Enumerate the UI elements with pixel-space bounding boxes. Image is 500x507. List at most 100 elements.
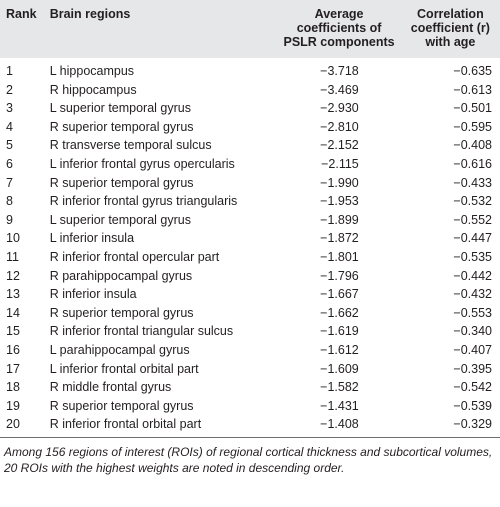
table-row: 6 L inferior frontal gyrus opercularis −2.… — [0, 155, 500, 174]
table-cell: L hippocampus — [49, 64, 135, 78]
table-row: 17 L inferior frontal orbital part −1.609 −… — [0, 360, 500, 379]
table-row: 14 R superior temporal gyrus −1.662 −0.553 — [0, 304, 500, 323]
table-cell: R parahippocampal gyrus — [49, 268, 193, 283]
table-cell: −0.542 — [453, 380, 492, 395]
table-header: Rank Brain regions Average coefficients … — [0, 0, 500, 58]
table-cell: −0.552 — [453, 212, 492, 227]
table-cell: R superior temporal gyrus — [49, 119, 194, 134]
table-row: 8 R inferior frontal gyrus triangularis −1… — [0, 192, 500, 211]
table-cell: R superior temporal gyrus — [49, 398, 194, 413]
table-cell: −0.395 — [453, 361, 492, 376]
table-cell: −0.340 — [453, 324, 492, 339]
table-cell: R inferior insula — [49, 287, 137, 302]
table-row: 19 R superior temporal gyrus −1.431 −0.539 — [0, 397, 500, 416]
table-cell: 19 — [6, 398, 20, 413]
table-row: 12 R parahippocampal gyrus −1.796 −0.442 — [0, 267, 500, 286]
table-cell: −0.407 — [453, 342, 492, 357]
table-cell: 9 — [6, 212, 13, 227]
table-cell: −1.953 — [320, 194, 359, 209]
header-cell: Rank — [6, 7, 37, 21]
table-cell: −1.796 — [320, 268, 359, 283]
table-cell: −3.469 — [320, 82, 359, 97]
table-cell: −0.501 — [453, 101, 492, 116]
table-cell: 10 — [6, 231, 20, 246]
table-cell: R middle frontal gyrus — [49, 380, 172, 395]
table-cell: 2 — [6, 82, 13, 97]
table-cell: 12 — [6, 268, 20, 283]
table-cell: L inferior frontal gyrus opercularis — [49, 156, 235, 171]
table-cell: −0.539 — [453, 398, 492, 413]
table-cell: −2.930 — [320, 101, 359, 116]
table-cell: R inferior frontal orbital part — [43, 415, 254, 438]
table-body: 1 L hippocampus −3.718 −0.635 2 R hippocampus… — [0, 58, 500, 438]
table: Rank Brain regions Average coefficients … — [0, 0, 500, 438]
table-row: 4 R superior temporal gyrus −2.810 −0.595 — [0, 118, 500, 137]
table-cell: −0.442 — [453, 268, 492, 283]
table-cell: −0.595 — [453, 119, 492, 134]
table-cell: −1.990 — [320, 175, 359, 190]
table-cell: −1.801 — [320, 249, 359, 264]
table-cell: −1.667 — [320, 287, 359, 302]
table-row: 3 L superior temporal gyrus −2.930 −0.501 — [0, 99, 500, 118]
table-cell: 14 — [6, 305, 20, 320]
header-cell: Brain regions — [49, 7, 131, 21]
table-cell: −1.609 — [320, 361, 359, 376]
table-cell: 16 — [6, 342, 20, 357]
table-cell: −0.433 — [453, 175, 492, 190]
table-cell: 11 — [6, 249, 19, 264]
table-cell: 17 — [6, 361, 20, 376]
table-row: 16 L parahippocampal gyrus −1.612 −0.407 — [0, 341, 500, 360]
table-cell: R superior temporal gyrus — [49, 305, 194, 320]
table-cell: −0.535 — [453, 249, 492, 264]
table-row: 10 L inferior insula −1.872 −0.447 — [0, 229, 500, 248]
table-cell: −0.553 — [453, 305, 492, 320]
table-cell: −0.635 — [453, 64, 492, 78]
table-cell: −1.431 — [320, 398, 359, 413]
table-row: 20 R inferior frontal orbital part −1.408−… — [0, 415, 500, 438]
table-cell: 7 — [6, 175, 13, 190]
header-cell: Average coefficients of PSLR components — [283, 7, 395, 49]
table-row: 11 R inferior frontal opercular part −1.80… — [0, 248, 500, 267]
table-cell: −1.619 — [320, 324, 359, 339]
table-cell: R inferior frontal triangular sulcus — [49, 324, 234, 339]
table-row: 2 R hippocampus −3.469 −0.613 — [0, 81, 500, 100]
table-cell: −1.662 — [320, 305, 359, 320]
table-cell: −1.408 — [253, 415, 401, 438]
table-cell: 3 — [6, 101, 13, 116]
table-cell: −0.447 — [453, 231, 492, 246]
header-row: Rank Brain regions Average coefficients … — [0, 0, 500, 58]
table-cell: 20 — [0, 415, 44, 438]
table-cell: 5 — [6, 138, 13, 153]
table-cell: −0.329 — [400, 415, 500, 438]
table-cell: −3.718 — [320, 64, 359, 78]
table-cell: 13 — [6, 287, 20, 302]
table-row: 15 R inferior frontal triangular sulcus −1… — [0, 322, 500, 341]
table-cell: L superior temporal gyrus — [49, 101, 191, 116]
table-cell: −2.810 — [320, 119, 359, 134]
table-cell: L parahippocampal gyrus — [49, 342, 190, 357]
table-cell: 6 — [6, 156, 13, 171]
table-row: 7 R superior temporal gyrus −1.990 −0.433 — [0, 174, 500, 193]
table-cell: −0.408 — [453, 138, 492, 153]
table-cell: 4 — [6, 119, 13, 134]
table-cell: R superior temporal gyrus — [49, 175, 194, 190]
table-cell: −0.613 — [453, 82, 492, 97]
table-cell: −0.616 — [453, 156, 492, 171]
table-cell: −0.432 — [453, 287, 492, 302]
table-cell: −1.872 — [320, 231, 359, 246]
table-row: 13 R inferior insula −1.667 −0.432 — [0, 285, 500, 304]
table-row: 5 R transverse temporal sulcus −2.152 −0.40… — [0, 136, 500, 155]
table-cell: R hippocampus — [49, 82, 137, 97]
table-cell: −1.612 — [320, 342, 359, 357]
table-cell: 18 — [6, 380, 20, 395]
table-cell: L superior temporal gyrus — [49, 212, 191, 227]
table-cell: −1.582 — [320, 380, 359, 395]
table-cell: −2.152 — [320, 138, 359, 153]
table-cell: L inferior insula — [49, 231, 135, 246]
table-row: 18 R middle frontal gyrus −1.582 −0.542 — [0, 378, 500, 397]
table-cell: 1 — [6, 64, 13, 78]
table-cell: −0.532 — [453, 194, 492, 209]
table-cell: −2.115 — [321, 156, 359, 171]
table-cell: 8 — [6, 194, 13, 209]
